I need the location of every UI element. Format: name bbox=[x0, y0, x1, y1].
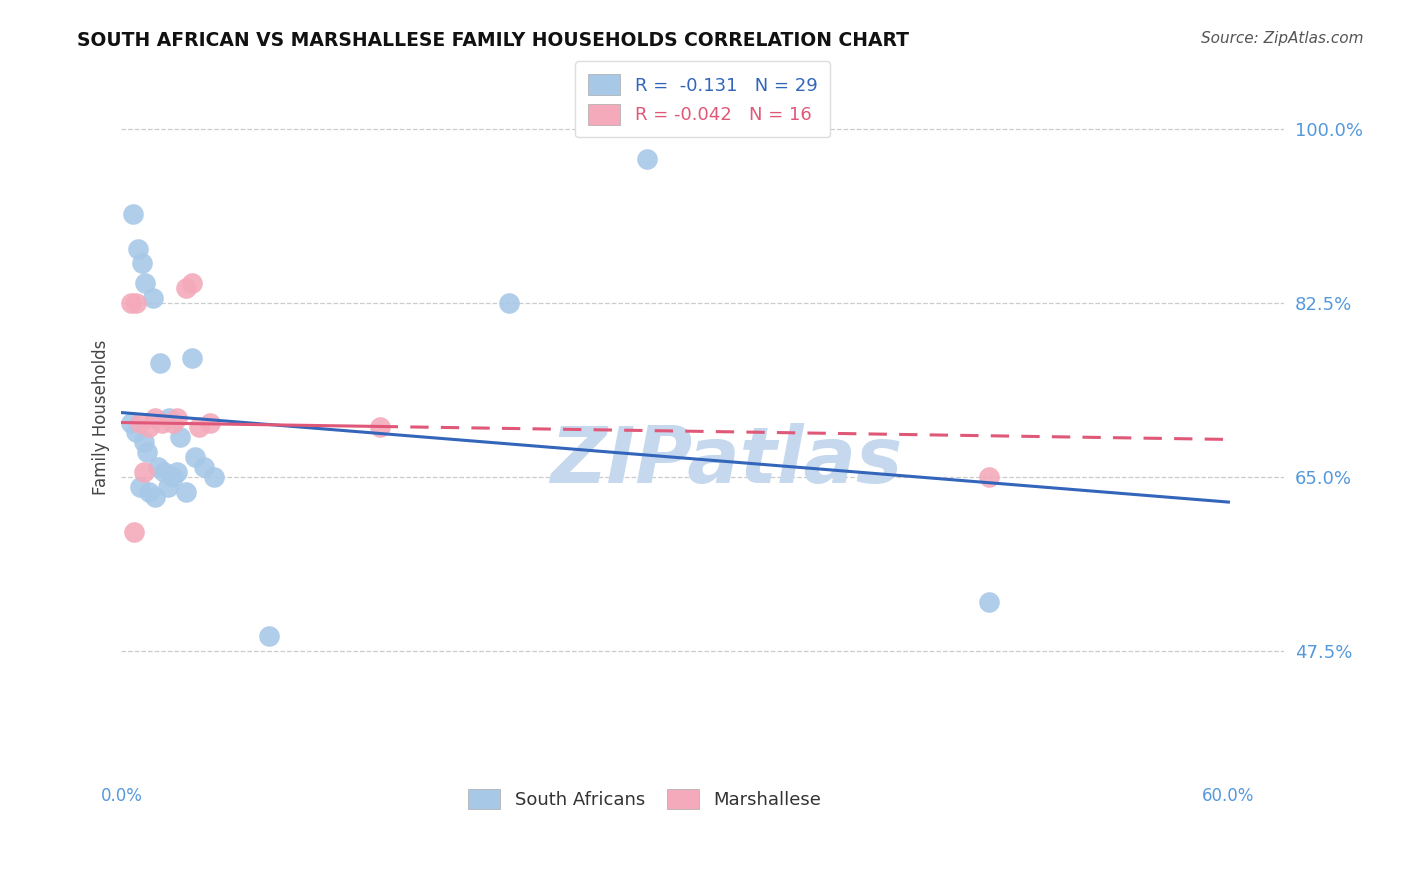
Point bbox=[180, 277, 202, 291]
Point bbox=[125, 296, 148, 310]
Point bbox=[128, 480, 150, 494]
Point bbox=[127, 242, 149, 256]
Point bbox=[162, 470, 184, 484]
Point bbox=[124, 524, 146, 539]
Point bbox=[120, 416, 142, 430]
Point bbox=[166, 410, 188, 425]
Point bbox=[138, 420, 160, 434]
Point bbox=[121, 207, 143, 221]
Point bbox=[174, 485, 197, 500]
Y-axis label: Family Households: Family Households bbox=[93, 340, 110, 495]
Point bbox=[184, 450, 207, 465]
Point bbox=[120, 296, 142, 310]
Point bbox=[977, 470, 1000, 484]
Point bbox=[132, 465, 155, 479]
Point bbox=[166, 465, 188, 479]
Point bbox=[128, 416, 150, 430]
Point bbox=[187, 420, 209, 434]
Text: Source: ZipAtlas.com: Source: ZipAtlas.com bbox=[1201, 31, 1364, 46]
Point bbox=[636, 152, 658, 166]
Point bbox=[125, 425, 148, 440]
Point bbox=[498, 296, 520, 310]
Point bbox=[202, 470, 225, 484]
Point bbox=[148, 460, 170, 475]
Point bbox=[136, 445, 159, 459]
Point bbox=[174, 281, 197, 295]
Point bbox=[257, 629, 280, 643]
Point bbox=[198, 416, 221, 430]
Point bbox=[977, 594, 1000, 608]
Point bbox=[134, 277, 156, 291]
Point bbox=[132, 435, 155, 450]
Point bbox=[368, 420, 391, 434]
Point bbox=[143, 410, 166, 425]
Point bbox=[138, 485, 160, 500]
Point bbox=[193, 460, 215, 475]
Point bbox=[169, 430, 191, 444]
Point bbox=[143, 490, 166, 504]
Point bbox=[180, 351, 202, 365]
Text: SOUTH AFRICAN VS MARSHALLESE FAMILY HOUSEHOLDS CORRELATION CHART: SOUTH AFRICAN VS MARSHALLESE FAMILY HOUS… bbox=[77, 31, 910, 50]
Legend: South Africans, Marshallese: South Africans, Marshallese bbox=[460, 781, 828, 816]
Point bbox=[156, 480, 179, 494]
Point bbox=[153, 465, 176, 479]
Point bbox=[157, 410, 180, 425]
Point bbox=[162, 416, 184, 430]
Point bbox=[131, 256, 153, 270]
Point bbox=[150, 416, 173, 430]
Point bbox=[149, 356, 172, 370]
Point bbox=[142, 291, 165, 305]
Text: ZIPatlas: ZIPatlas bbox=[550, 423, 903, 499]
